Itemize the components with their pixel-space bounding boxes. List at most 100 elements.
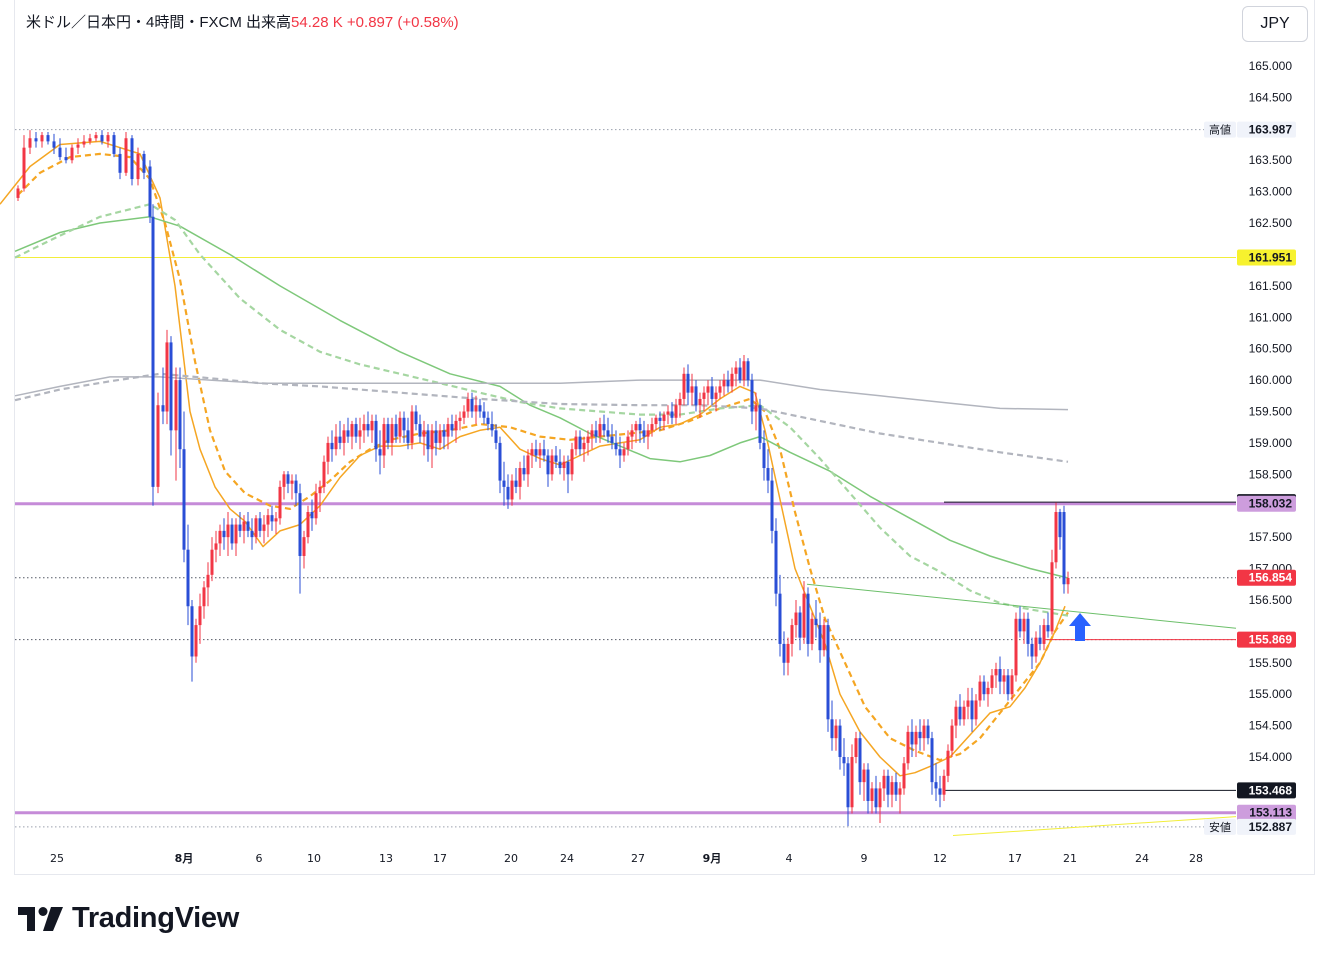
candle-body[interactable] xyxy=(169,342,173,431)
candle-body[interactable] xyxy=(250,530,254,538)
candle-body[interactable] xyxy=(858,738,862,783)
candle-body[interactable] xyxy=(626,436,630,450)
candle-body[interactable] xyxy=(570,449,574,475)
candle-body[interactable] xyxy=(28,138,32,148)
candle-body[interactable] xyxy=(874,788,878,808)
price-tag-161.951[interactable]: 161.951 xyxy=(1249,251,1293,265)
candle-body[interactable] xyxy=(262,524,266,531)
candle-body[interactable] xyxy=(614,442,618,450)
candle-body[interactable] xyxy=(750,380,754,412)
candle-body[interactable] xyxy=(222,530,226,538)
candle-body[interactable] xyxy=(186,549,190,607)
candle-body[interactable] xyxy=(598,424,602,437)
candle-body[interactable] xyxy=(358,430,362,437)
candle-body[interactable] xyxy=(330,442,334,450)
candle-body[interactable] xyxy=(634,424,638,431)
candle-body[interactable] xyxy=(882,775,886,789)
candle-body[interactable] xyxy=(202,587,206,607)
candle-body[interactable] xyxy=(898,788,902,795)
candle-body[interactable] xyxy=(338,436,342,443)
candle-body[interactable] xyxy=(1050,562,1054,632)
candle-body[interactable] xyxy=(970,700,974,720)
candle-body[interactable] xyxy=(426,430,430,450)
price-tag-163.987[interactable]: 163.987 xyxy=(1249,123,1293,137)
candle-body[interactable] xyxy=(534,449,538,456)
candle-body[interactable] xyxy=(798,612,802,638)
candle-body[interactable] xyxy=(298,493,302,556)
candle-body[interactable] xyxy=(498,442,502,481)
candle-body[interactable] xyxy=(40,135,44,142)
candle-body[interactable] xyxy=(854,738,858,757)
candle-body[interactable] xyxy=(230,524,234,544)
candle-body[interactable] xyxy=(890,782,894,795)
candle-body[interactable] xyxy=(1030,643,1034,657)
candle-body[interactable] xyxy=(430,430,434,450)
candle-body[interactable] xyxy=(826,625,830,720)
candle-body[interactable] xyxy=(148,166,152,217)
tradingview-logo[interactable]: TradingView xyxy=(18,902,239,935)
candle-body[interactable] xyxy=(165,342,169,412)
candle-body[interactable] xyxy=(178,380,182,450)
candle-body[interactable] xyxy=(830,719,834,739)
candle-body[interactable] xyxy=(282,474,286,487)
candle-body[interactable] xyxy=(142,153,146,173)
candle-body[interactable] xyxy=(650,424,654,431)
candle-body[interactable] xyxy=(610,436,614,443)
candle-body[interactable] xyxy=(478,405,482,412)
candle-body[interactable] xyxy=(506,486,510,500)
candle-body[interactable] xyxy=(314,493,318,519)
candle-body[interactable] xyxy=(454,420,458,431)
candle-body[interactable] xyxy=(930,738,934,783)
candle-body[interactable] xyxy=(82,141,86,145)
candle-body[interactable] xyxy=(198,606,202,626)
candle-body[interactable] xyxy=(802,593,806,638)
candle-body[interactable] xyxy=(946,750,950,776)
candle-body[interactable] xyxy=(838,725,842,757)
candle-body[interactable] xyxy=(762,442,766,469)
candle-body[interactable] xyxy=(530,449,534,456)
candle-body[interactable] xyxy=(642,430,646,437)
ma-slow-dashed[interactable] xyxy=(14,372,1069,463)
candle-body[interactable] xyxy=(310,512,314,519)
price-tag-152.887[interactable]: 152.887 xyxy=(1249,820,1293,834)
candle-body[interactable] xyxy=(1014,618,1018,676)
price-tag-153.468[interactable]: 153.468 xyxy=(1249,783,1293,797)
candle-body[interactable] xyxy=(386,424,390,443)
candle-body[interactable] xyxy=(982,681,986,695)
candle-body[interactable] xyxy=(562,461,566,469)
candle-body[interactable] xyxy=(1002,675,1006,682)
candle-body[interactable] xyxy=(602,424,606,431)
candle-body[interactable] xyxy=(151,216,155,487)
candle-body[interactable] xyxy=(746,361,750,381)
candle-body[interactable] xyxy=(742,361,746,381)
candle-body[interactable] xyxy=(954,706,958,726)
candle-body[interactable] xyxy=(622,449,626,456)
candle-body[interactable] xyxy=(646,430,650,437)
ma-fast-dashed[interactable] xyxy=(17,152,1069,762)
candle-body[interactable] xyxy=(718,386,722,393)
candle-body[interactable] xyxy=(70,147,74,161)
candle-body[interactable] xyxy=(210,549,214,575)
candle-body[interactable] xyxy=(674,405,678,418)
candle-body[interactable] xyxy=(1038,637,1042,644)
candle-body[interactable] xyxy=(434,430,438,443)
candle-body[interactable] xyxy=(390,424,394,443)
candle-body[interactable] xyxy=(374,420,378,450)
candle-body[interactable] xyxy=(94,135,98,139)
candle-body[interactable] xyxy=(550,455,554,475)
price-tag-155.869[interactable]: 155.869 xyxy=(1249,633,1293,647)
candle-body[interactable] xyxy=(966,700,970,707)
candle-body[interactable] xyxy=(526,455,530,475)
candle-body[interactable] xyxy=(574,436,578,450)
candle-body[interactable] xyxy=(410,411,414,443)
candle-body[interactable] xyxy=(618,449,622,456)
candle-body[interactable] xyxy=(130,138,134,180)
candle-body[interactable] xyxy=(414,411,418,425)
candle-body[interactable] xyxy=(818,625,822,651)
candle-body[interactable] xyxy=(730,373,734,387)
candle-body[interactable] xyxy=(766,468,770,481)
candle-body[interactable] xyxy=(378,449,382,456)
candle-body[interactable] xyxy=(474,405,478,412)
price-tag-156.854[interactable]: 156.854 xyxy=(1249,571,1293,585)
candle-body[interactable] xyxy=(710,386,714,399)
